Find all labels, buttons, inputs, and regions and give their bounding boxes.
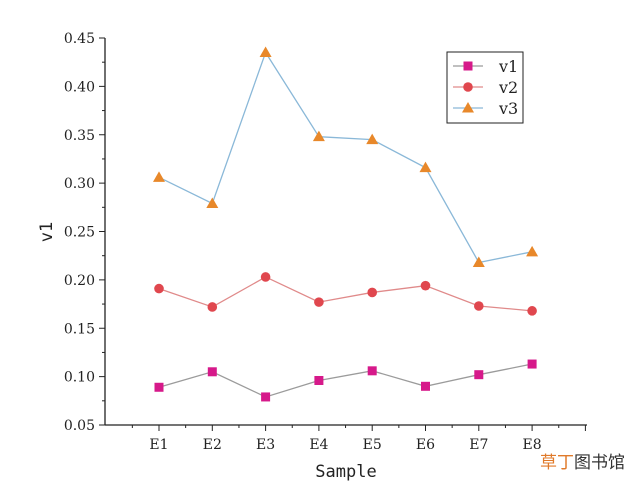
y-tick-label: 0.05: [64, 418, 95, 434]
data-point-v3: [419, 161, 432, 173]
legend: v1 v2 v3: [446, 51, 524, 124]
data-point-v1: [367, 366, 377, 376]
x-tick-label: E1: [149, 437, 168, 453]
y-tick-label: 0.45: [64, 31, 95, 47]
data-point-v3: [153, 171, 165, 182]
data-point-v1: [314, 375, 324, 385]
data-point-v1: [474, 370, 484, 380]
series-line-v2: [158, 276, 533, 312]
y-tick-label: 0.20: [64, 273, 95, 289]
x-tick-label: E3: [256, 437, 275, 453]
series-layer: [153, 46, 539, 402]
legend-marker-v1: [463, 61, 473, 71]
x-tick-label: E2: [203, 437, 222, 453]
x-tick-label: E8: [523, 437, 542, 453]
data-point-v2: [367, 287, 378, 298]
data-point-v3: [259, 46, 272, 58]
data-point-v3: [312, 130, 325, 142]
data-point-v1: [207, 367, 217, 377]
data-point-v2: [207, 302, 218, 312]
y-tick-label: 0.30: [64, 176, 95, 192]
y-tick-label: 0.15: [64, 321, 95, 337]
x-axis-ticks: E1 E2 E3 E4 E5 E6 E7 E8: [131, 425, 586, 453]
data-point-v1: [261, 392, 271, 402]
x-tick-label: E4: [309, 437, 328, 453]
data-point-v2: [314, 297, 324, 307]
x-axis-title: Sample: [315, 462, 376, 482]
legend-label-v1: v1: [498, 57, 518, 76]
x-tick-label: E7: [469, 437, 488, 453]
y-axis-title: v1: [37, 222, 57, 242]
y-tick-label: 0.40: [64, 79, 95, 95]
y-axis-ticks: 0.05 0.10 0.15 0.20 0.25 0.30 0.35 0.40 0.45: [64, 31, 105, 434]
watermark-part-2: 图书馆: [574, 453, 625, 473]
data-point-v3: [206, 197, 219, 208]
x-tick-label: E5: [363, 437, 382, 453]
data-point-v1: [421, 381, 430, 391]
legend-marker-v3: [462, 102, 474, 113]
data-point-v2: [260, 272, 271, 282]
data-point-v2: [154, 283, 164, 294]
data-point-v3: [366, 133, 379, 145]
data-point-v2: [474, 301, 484, 311]
series-v1: [154, 359, 537, 402]
data-point-v2: [420, 280, 431, 291]
series-v2: [154, 272, 537, 316]
y-tick-label: 0.35: [64, 128, 95, 144]
watermark-part-1: 草丁: [540, 453, 574, 473]
y-tick-label: 0.25: [64, 225, 95, 241]
data-point-v3: [472, 256, 485, 267]
legend-label-v3: v3: [498, 99, 518, 118]
data-point-v1: [527, 359, 537, 369]
legend-label-v2: v2: [498, 78, 518, 97]
legend-marker-v2: [463, 82, 473, 92]
series-line-v3: [158, 51, 533, 264]
series-v3: [153, 46, 539, 267]
y-tick-label: 0.10: [64, 370, 95, 386]
x-tick-label: E6: [416, 437, 435, 453]
series-line-v1: [158, 363, 533, 398]
data-point-v2: [527, 306, 537, 316]
data-point-v1: [154, 382, 164, 392]
watermark: 草丁图书馆: [540, 448, 625, 473]
data-point-v3: [526, 245, 539, 257]
